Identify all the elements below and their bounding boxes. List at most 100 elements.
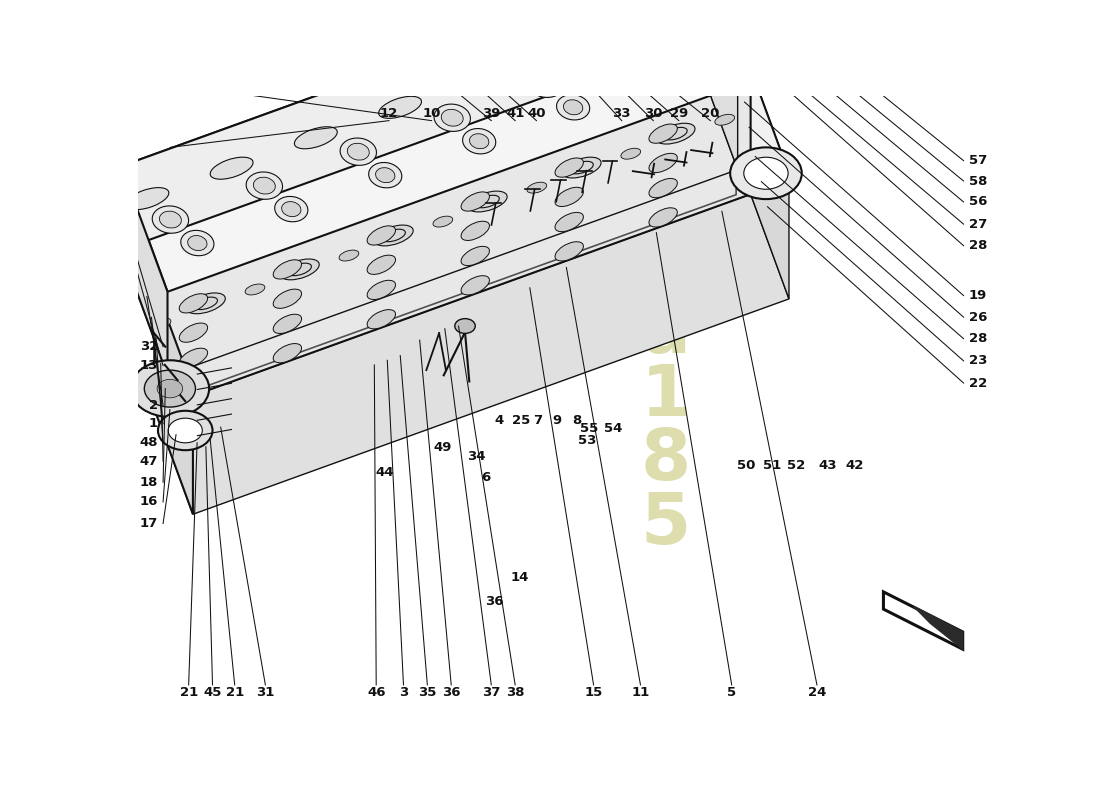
Text: 13: 13 bbox=[140, 359, 158, 372]
Polygon shape bbox=[121, 166, 167, 375]
Ellipse shape bbox=[273, 289, 301, 308]
Circle shape bbox=[158, 410, 212, 450]
Ellipse shape bbox=[461, 276, 490, 295]
Text: 15: 15 bbox=[584, 686, 603, 698]
Text: 3: 3 bbox=[399, 686, 408, 698]
Ellipse shape bbox=[629, 42, 651, 58]
Text: 46: 46 bbox=[367, 686, 385, 698]
Ellipse shape bbox=[434, 174, 449, 182]
Ellipse shape bbox=[374, 225, 414, 246]
Text: 39: 39 bbox=[482, 106, 500, 120]
Ellipse shape bbox=[188, 235, 207, 250]
Text: 26: 26 bbox=[969, 310, 987, 324]
Text: 37: 37 bbox=[482, 686, 500, 698]
Ellipse shape bbox=[536, 75, 557, 92]
Polygon shape bbox=[154, 194, 789, 514]
Polygon shape bbox=[154, 284, 192, 514]
Text: 24: 24 bbox=[807, 686, 826, 698]
Ellipse shape bbox=[697, 78, 712, 87]
Ellipse shape bbox=[658, 66, 676, 81]
Circle shape bbox=[168, 418, 202, 443]
Ellipse shape bbox=[522, 142, 537, 150]
Ellipse shape bbox=[339, 250, 359, 261]
Text: 36: 36 bbox=[442, 686, 461, 698]
Text: 28: 28 bbox=[969, 239, 987, 252]
Ellipse shape bbox=[649, 208, 678, 227]
Text: 33: 33 bbox=[613, 106, 631, 120]
Ellipse shape bbox=[620, 148, 640, 159]
Bar bbox=[378, 34, 412, 46]
Circle shape bbox=[131, 360, 209, 417]
Ellipse shape bbox=[547, 35, 590, 58]
Ellipse shape bbox=[180, 230, 213, 256]
Text: 53: 53 bbox=[579, 434, 597, 447]
Circle shape bbox=[730, 147, 802, 199]
Ellipse shape bbox=[556, 213, 583, 232]
Ellipse shape bbox=[382, 230, 406, 242]
Text: 18: 18 bbox=[140, 476, 158, 489]
Text: 54: 54 bbox=[604, 422, 623, 435]
Text: 40: 40 bbox=[527, 106, 546, 120]
Ellipse shape bbox=[273, 343, 301, 362]
Ellipse shape bbox=[476, 195, 499, 208]
Ellipse shape bbox=[348, 205, 362, 214]
Ellipse shape bbox=[463, 129, 496, 154]
Text: 48: 48 bbox=[140, 436, 158, 449]
Ellipse shape bbox=[609, 110, 624, 118]
Ellipse shape bbox=[375, 168, 395, 182]
Polygon shape bbox=[154, 69, 750, 410]
Text: 17: 17 bbox=[140, 517, 158, 530]
Text: 36: 36 bbox=[485, 594, 503, 608]
Ellipse shape bbox=[368, 162, 402, 188]
Polygon shape bbox=[121, 44, 738, 375]
Text: 12: 12 bbox=[379, 106, 398, 120]
Text: 38: 38 bbox=[506, 686, 525, 698]
Ellipse shape bbox=[273, 260, 301, 279]
Text: 22: 22 bbox=[969, 377, 987, 390]
Ellipse shape bbox=[468, 191, 507, 212]
Ellipse shape bbox=[125, 188, 168, 210]
Ellipse shape bbox=[461, 192, 490, 211]
Ellipse shape bbox=[527, 182, 547, 193]
Ellipse shape bbox=[649, 154, 678, 173]
Polygon shape bbox=[692, 0, 738, 170]
Circle shape bbox=[744, 158, 788, 190]
Text: 30: 30 bbox=[644, 106, 662, 120]
Ellipse shape bbox=[650, 61, 684, 86]
Ellipse shape bbox=[470, 134, 488, 149]
Ellipse shape bbox=[245, 284, 265, 295]
Text: 29: 29 bbox=[670, 106, 688, 120]
Text: 21: 21 bbox=[179, 686, 198, 698]
Text: 42: 42 bbox=[845, 459, 864, 472]
Ellipse shape bbox=[179, 294, 208, 313]
Polygon shape bbox=[154, 69, 789, 389]
Text: 58: 58 bbox=[969, 174, 987, 187]
Ellipse shape bbox=[340, 138, 376, 166]
Text: 20: 20 bbox=[701, 106, 719, 120]
Circle shape bbox=[144, 370, 196, 407]
Ellipse shape bbox=[570, 162, 593, 174]
Text: 25: 25 bbox=[512, 414, 530, 426]
Text: 27: 27 bbox=[969, 218, 987, 230]
Text: 49: 49 bbox=[433, 441, 452, 454]
Ellipse shape bbox=[367, 310, 396, 329]
Text: 11: 11 bbox=[631, 686, 650, 698]
Ellipse shape bbox=[563, 100, 583, 114]
Ellipse shape bbox=[378, 96, 421, 118]
Ellipse shape bbox=[433, 216, 453, 227]
Text: 28: 28 bbox=[969, 332, 987, 346]
Ellipse shape bbox=[179, 378, 208, 397]
Ellipse shape bbox=[631, 5, 674, 27]
Text: 6: 6 bbox=[481, 471, 490, 485]
Ellipse shape bbox=[280, 259, 319, 280]
Ellipse shape bbox=[621, 36, 658, 63]
Text: 47: 47 bbox=[140, 454, 158, 468]
Ellipse shape bbox=[367, 255, 396, 274]
Circle shape bbox=[546, 2, 561, 12]
Text: 41: 41 bbox=[506, 106, 525, 120]
Ellipse shape bbox=[441, 110, 463, 126]
Text: 10: 10 bbox=[422, 106, 441, 120]
Text: 50: 50 bbox=[737, 459, 756, 472]
Ellipse shape bbox=[556, 242, 583, 261]
Ellipse shape bbox=[295, 126, 338, 149]
